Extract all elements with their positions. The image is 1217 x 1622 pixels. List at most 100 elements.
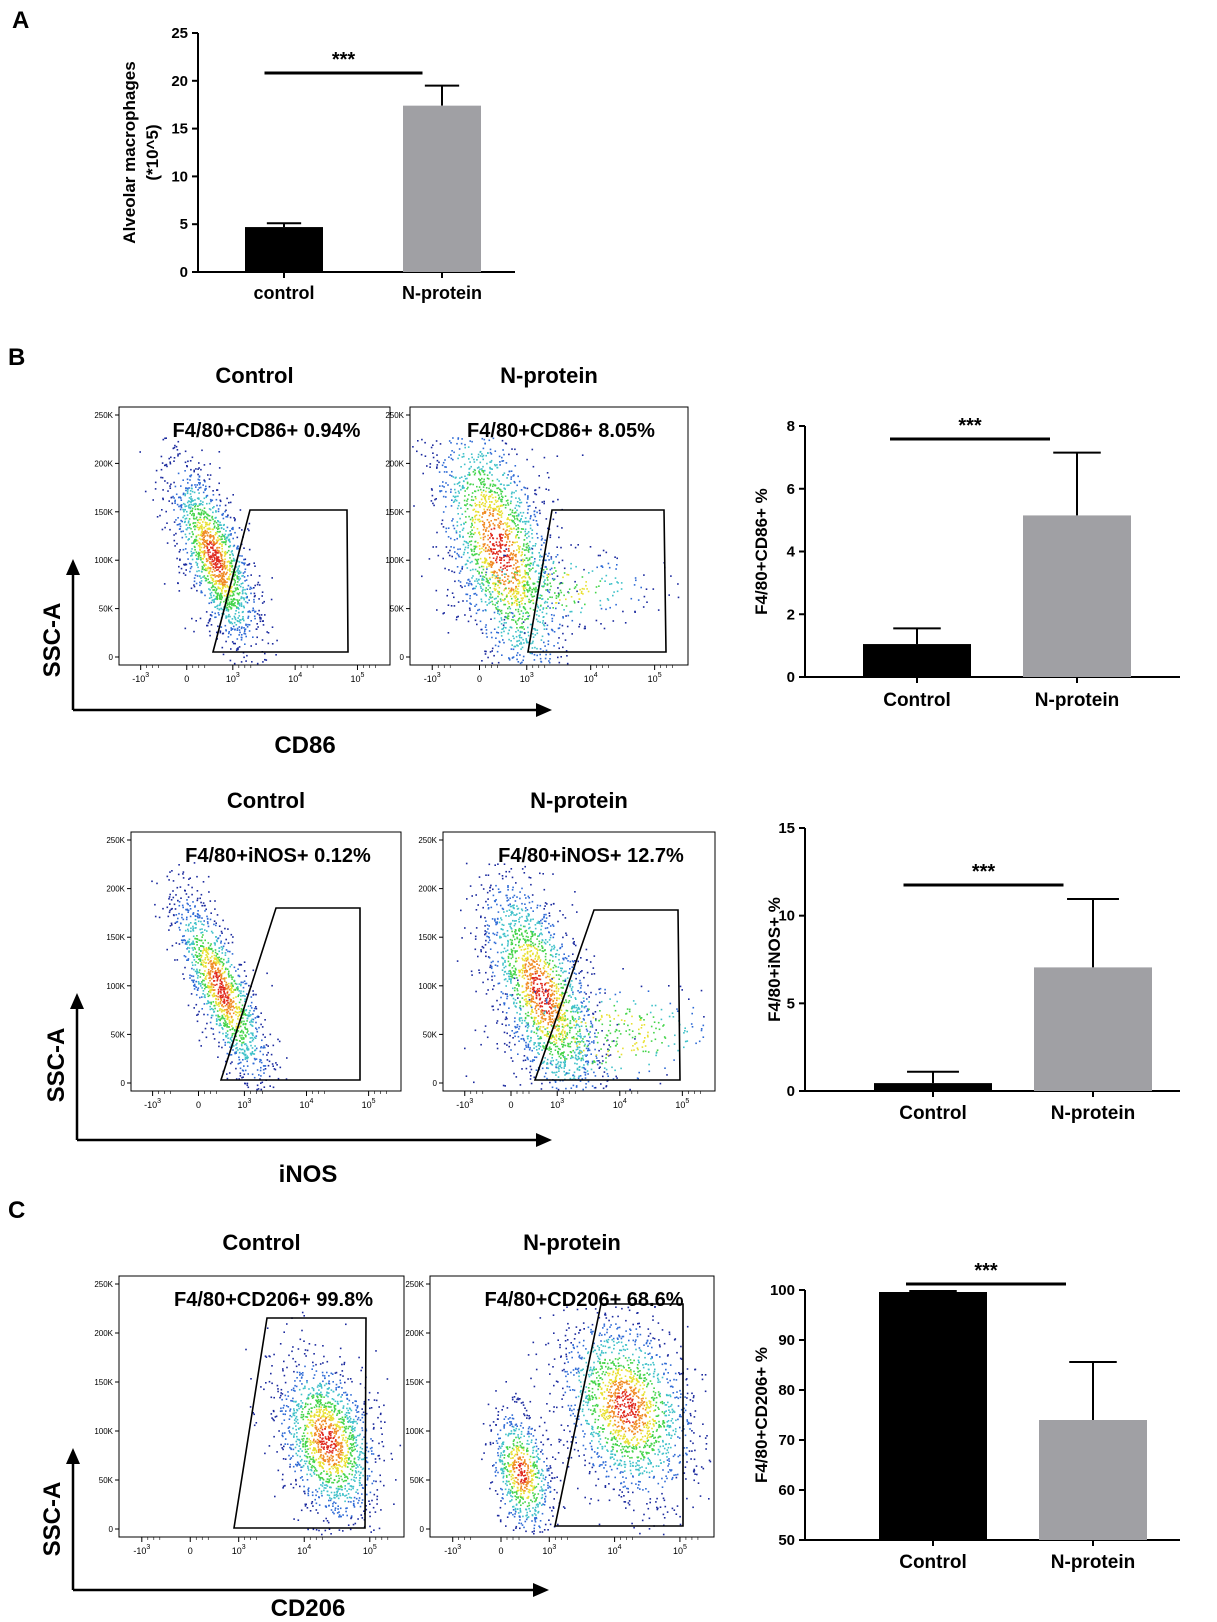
density-dot [545, 589, 547, 591]
density-dot [469, 597, 471, 600]
density-dot [539, 512, 541, 515]
density-dot [224, 580, 226, 582]
density-dot [484, 442, 486, 445]
density-dot [209, 542, 211, 545]
density-dot [214, 549, 216, 552]
density-dot [479, 533, 481, 536]
density-dot [503, 559, 505, 562]
density-dot [488, 439, 491, 442]
density-dot [548, 661, 551, 664]
density-dot [484, 483, 486, 485]
density-dot [172, 890, 174, 892]
density-dot [529, 527, 532, 530]
density-dot [510, 552, 512, 554]
density-dot [219, 524, 221, 526]
density-dot [215, 582, 217, 584]
density-dot [193, 540, 195, 543]
density-dot [532, 465, 535, 468]
density-dot [514, 507, 516, 509]
density-dot [215, 975, 217, 977]
density-dot [210, 562, 212, 565]
density-dot [207, 514, 210, 517]
density-dot [207, 984, 209, 987]
density-dot [216, 489, 218, 491]
density-dot [511, 657, 514, 659]
density-dot [522, 621, 525, 623]
density-dot [598, 585, 600, 587]
density-dot [537, 605, 539, 608]
density-dot [201, 591, 203, 594]
density-dot [185, 908, 187, 911]
density-dot [168, 500, 170, 502]
density-dot [200, 468, 202, 471]
density-dot [172, 447, 175, 450]
density-dot [182, 918, 185, 921]
density-dot [491, 650, 493, 652]
density-dot [494, 570, 497, 573]
density-dot [499, 533, 501, 536]
density-dot [517, 608, 520, 611]
density-dot [546, 601, 549, 604]
density-dot [534, 629, 537, 631]
density-dot [535, 586, 537, 589]
density-dot [479, 455, 482, 457]
density-dot [512, 520, 515, 522]
density-dot [204, 983, 206, 986]
density-dot [228, 586, 230, 588]
density-dot [519, 574, 521, 577]
density-dot [256, 662, 259, 665]
density-dot [223, 552, 226, 554]
density-dot [191, 947, 194, 949]
density-dot [434, 498, 436, 501]
density-dot [190, 487, 193, 490]
density-dot [209, 973, 212, 976]
density-dot [228, 501, 230, 504]
density-dot [216, 596, 219, 598]
density-dot [225, 1036, 227, 1038]
density-dot [506, 562, 508, 564]
density-dot [516, 572, 518, 574]
density-dot [192, 533, 194, 536]
density-dot [199, 482, 201, 484]
density-dot [180, 530, 183, 533]
density-dot [500, 490, 502, 493]
density-dot [178, 912, 180, 915]
density-dot [198, 482, 200, 484]
density-dot [474, 587, 476, 590]
density-dot [183, 563, 185, 566]
density-dot [506, 526, 508, 528]
density-dot [203, 553, 206, 555]
density-dot [198, 570, 200, 572]
density-dot [508, 587, 510, 590]
density-dot [496, 551, 498, 553]
density-dot [260, 1075, 262, 1077]
density-dot [185, 536, 188, 538]
density-dot [189, 475, 192, 478]
density-dot [184, 533, 187, 536]
density-dot [264, 1019, 266, 1021]
density-dot [236, 627, 239, 630]
density-dot [259, 1050, 262, 1053]
density-dot [212, 960, 215, 962]
density-dot [478, 503, 481, 506]
density-dot [242, 605, 245, 608]
density-dot [221, 559, 224, 561]
density-dot [201, 931, 204, 934]
density-dot [502, 496, 504, 499]
density-dot [214, 612, 216, 615]
density-dot [496, 464, 498, 466]
density-dot [235, 1005, 238, 1008]
density-dot [518, 580, 521, 583]
density-dot [207, 922, 209, 925]
density-dot [496, 537, 498, 540]
density-dot [139, 451, 141, 453]
density-dot [211, 988, 213, 991]
density-dot [515, 568, 517, 570]
density-dot [205, 976, 207, 978]
density-dot [546, 568, 548, 570]
density-dot [539, 597, 541, 599]
density-dot [237, 1018, 239, 1020]
density-dot [474, 505, 477, 507]
density-dot [509, 502, 512, 505]
